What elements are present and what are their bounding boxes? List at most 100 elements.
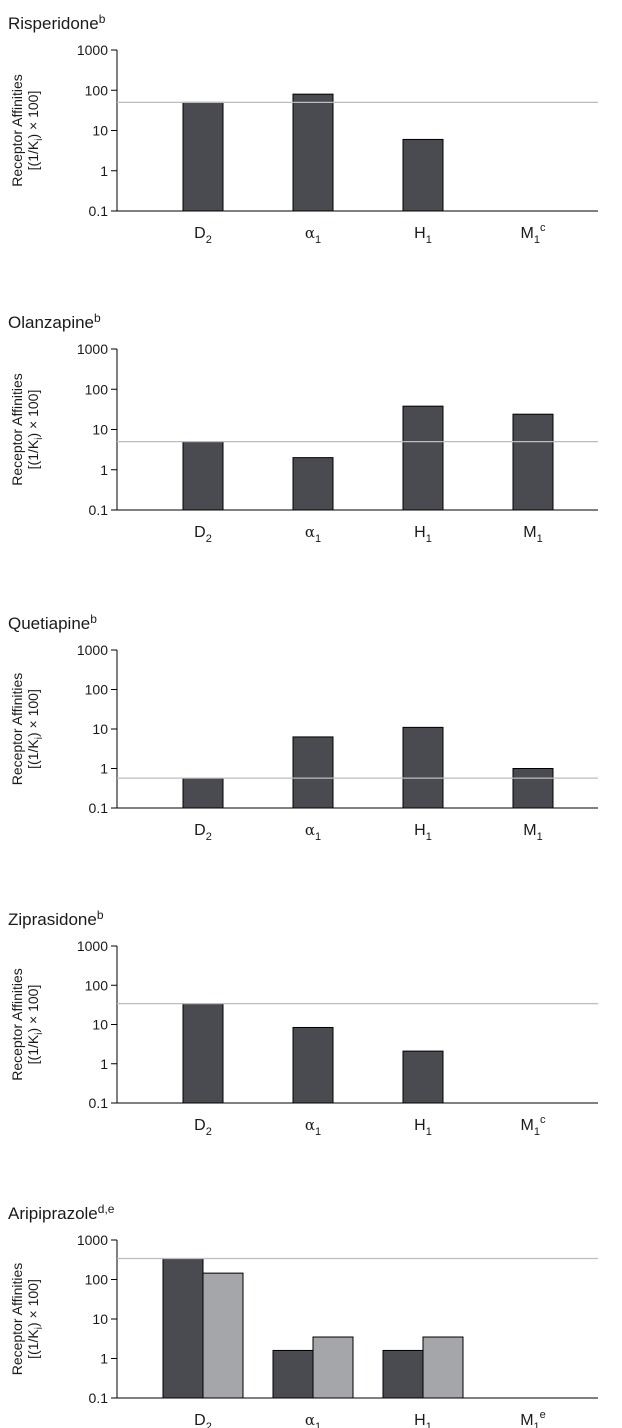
chart-title-superscript: b xyxy=(99,12,106,26)
x-category-base: α xyxy=(305,1411,315,1428)
y-tick-label: 10 xyxy=(92,1017,108,1033)
y-axis-label-line2: [(1/Ki) × 100] xyxy=(25,689,45,769)
x-category-label: H1 xyxy=(414,1412,432,1428)
x-category-base: H xyxy=(414,822,426,839)
x-category-subscript: 1 xyxy=(315,1126,321,1138)
x-category-superscript: c xyxy=(540,222,546,234)
bar-2-s1-c3 xyxy=(402,405,444,511)
bar-5-s1-c1 xyxy=(162,1258,204,1399)
x-category-base: H xyxy=(414,225,426,242)
x-category-subscript: 1 xyxy=(315,1421,321,1428)
chart-title: Aripiprazoled,e xyxy=(8,1202,115,1223)
x-category-label: α1 xyxy=(305,224,321,246)
y-tick-label: 1 xyxy=(100,462,108,478)
chart-title-text: Quetiapine xyxy=(8,614,90,633)
x-category-label: H1 xyxy=(414,1117,432,1138)
x-category-subscript: 1 xyxy=(315,533,321,545)
bar-3-s1-c1 xyxy=(182,777,224,809)
y-tick-label: 100 xyxy=(85,82,109,98)
y-tick-label: 1000 xyxy=(77,642,108,658)
x-category-subscript: 1 xyxy=(426,1126,432,1138)
x-category-subscript: 1 xyxy=(426,533,432,545)
x-category-base: M xyxy=(521,225,534,242)
bar-3-s1-c3 xyxy=(402,726,444,809)
chart-title-superscript: b xyxy=(97,908,104,922)
x-category-subscript: 1 xyxy=(537,533,543,545)
x-category-base: D xyxy=(194,225,206,242)
x-category-base: α xyxy=(305,224,315,242)
x-category-superscript: e xyxy=(540,1409,546,1421)
x-category-subscript: 1 xyxy=(426,1421,432,1428)
y-axis-label-line2: [(1/Ki) × 100] xyxy=(25,985,45,1065)
x-category-subscript: 1 xyxy=(534,1126,540,1138)
x-category-label: D2 xyxy=(194,822,212,843)
chart-panel-1: Risperidoneb Receptor Affinities[(1/Ki) ×… xyxy=(8,12,598,246)
y-axis-label: Receptor Affinities[(1/Ki) × 100] xyxy=(9,673,45,786)
y-axis-label-part: ) × 100] xyxy=(25,985,41,1033)
chart-title-text: Risperidone xyxy=(8,14,99,33)
chart-panel-5: Aripiprazoled,e Receptor Affinities[(1/Ki… xyxy=(8,1202,598,1428)
y-tick-label: 0.1 xyxy=(89,203,109,219)
x-category-label: M1c xyxy=(521,1114,546,1138)
chart-title-superscript: b xyxy=(94,311,101,325)
x-category-base: D xyxy=(194,524,206,541)
x-category-base: H xyxy=(414,1412,426,1428)
y-tick-label: 0.1 xyxy=(89,502,109,518)
y-tick-label: 10 xyxy=(92,422,108,438)
x-category-base: D xyxy=(194,822,206,839)
x-category-subscript: 2 xyxy=(206,831,212,843)
x-category-subscript: 1 xyxy=(426,831,432,843)
bar-5-s2-c2 xyxy=(312,1336,354,1399)
y-tick-label: 100 xyxy=(85,977,109,993)
y-tick-label: 0.1 xyxy=(89,800,109,816)
bar-1-s1-c2 xyxy=(292,93,334,212)
y-tick-label: 10 xyxy=(92,123,108,139)
x-category-label: α1 xyxy=(305,1411,321,1428)
y-axis-label-part: ) × 100] xyxy=(25,689,41,737)
y-tick-label: 100 xyxy=(85,381,109,397)
chart-panel-3: Quetiapineb Receptor Affinities[(1/Ki) × … xyxy=(8,612,598,843)
y-tick-label: 100 xyxy=(85,682,109,698)
y-axis-label-line2: [(1/Ki) × 100] xyxy=(25,1279,45,1359)
bar-2-s1-c2 xyxy=(292,457,334,511)
y-axis-label-line2: [(1/Ki) × 100] xyxy=(25,91,45,171)
x-category-label: α1 xyxy=(305,523,321,545)
x-category-label: H1 xyxy=(414,822,432,843)
x-category-base: M xyxy=(523,822,536,839)
bar-4-s1-c3 xyxy=(402,1050,444,1104)
y-tick-label: 1 xyxy=(100,1056,108,1072)
y-axis-label-part: [(1/K xyxy=(25,1034,41,1064)
y-axis-label: Receptor Affinities[(1/Ki) × 100] xyxy=(9,968,45,1081)
x-category-base: D xyxy=(194,1117,206,1134)
x-category-base: M xyxy=(520,1412,533,1428)
y-axis-label-subscript: i xyxy=(34,139,45,141)
y-tick-label: 1000 xyxy=(77,42,108,58)
y-axis-label-line1: Receptor Affinities xyxy=(9,1263,25,1376)
x-category-label: D2 xyxy=(194,1117,212,1138)
chart-title-superscript: b xyxy=(90,612,97,626)
bar-1-s1-c3 xyxy=(402,138,444,212)
x-category-superscript: c xyxy=(540,1114,546,1126)
x-category-label: M1 xyxy=(523,524,542,545)
y-axis-label-part: ) × 100] xyxy=(25,390,41,438)
x-category-label: M1c xyxy=(521,222,546,246)
y-tick-label: 1000 xyxy=(77,938,108,954)
y-axis-label-line1: Receptor Affinities xyxy=(9,74,25,187)
bar-5-s1-c2 xyxy=(272,1349,314,1399)
chart-panel-4: Ziprasidoneb Receptor Affinities[(1/Ki) ×… xyxy=(8,908,598,1138)
y-axis-label-part: ) × 100] xyxy=(25,91,41,139)
x-category-subscript: 1 xyxy=(315,234,321,246)
bar-5-s2-c3 xyxy=(422,1336,464,1399)
bar-2-s1-c1 xyxy=(182,441,224,511)
bar-1-s1-c1 xyxy=(182,101,224,212)
x-category-subscript: 2 xyxy=(206,1126,212,1138)
x-category-subscript: 1 xyxy=(534,234,540,246)
x-category-subscript: 1 xyxy=(426,234,432,246)
y-tick-label: 10 xyxy=(92,721,108,737)
x-category-label: α1 xyxy=(305,1116,321,1138)
y-axis-label-part: ) × 100] xyxy=(25,1279,41,1327)
chart-title-text: Ziprasidone xyxy=(8,910,97,929)
y-tick-label: 1 xyxy=(100,761,108,777)
y-axis-label-subscript: i xyxy=(34,438,45,440)
x-category-label: M1e xyxy=(520,1409,546,1428)
